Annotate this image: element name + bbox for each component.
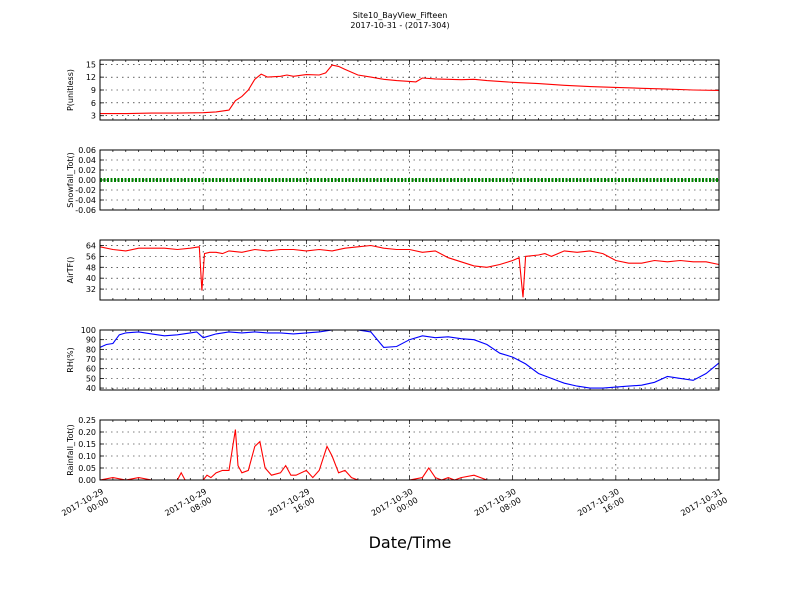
plot-frame (99, 419, 720, 481)
y-tick-label: 90 (86, 336, 96, 345)
y-tick-label: -0.02 (75, 186, 96, 195)
y-tick-label: 48 (86, 263, 96, 272)
y-tick-label: 0.06 (78, 146, 96, 155)
chart-title: Site10_BayView_Fifteen (352, 11, 448, 20)
chart-subtitle: 2017-10-31 - (2017-304) (350, 21, 450, 30)
series-line (99, 329, 720, 389)
series-line (100, 64, 720, 115)
y-tick-label: 0.15 (78, 440, 96, 449)
y-tick-label: 80 (86, 345, 96, 354)
y-tick-label: 9 (91, 86, 96, 95)
y-tick-label: 50 (86, 374, 96, 383)
y-axis-label: RH(%) (66, 347, 75, 372)
plot-frame (99, 329, 720, 391)
y-tick-label: 100 (81, 326, 96, 335)
y-tick-label: 12 (86, 73, 96, 82)
plot-frame (99, 239, 720, 301)
y-tick-label: 0.10 (78, 452, 96, 461)
y-tick-label: 0.02 (78, 166, 96, 175)
y-tick-label: 0.20 (78, 428, 96, 437)
y-axis-label: Snowfall_Tot() (66, 152, 75, 208)
y-tick-label: 0.25 (78, 416, 96, 425)
y-tick-label: 64 (86, 241, 96, 250)
y-tick-label: 0.04 (78, 156, 96, 165)
y-axis-label: P(unitless) (66, 69, 75, 111)
plot-frame (99, 59, 720, 121)
y-tick-label: 60 (86, 365, 96, 374)
y-tick-label: 0.00 (78, 176, 96, 185)
x-axis-label: Date/Time (368, 533, 452, 552)
y-tick-label: 0.05 (78, 464, 96, 473)
y-tick-label: 56 (86, 252, 96, 261)
y-axis-label: AirTF() (66, 257, 75, 284)
series-line (99, 244, 720, 298)
y-tick-label: 32 (86, 285, 96, 294)
y-tick-label: 3 (91, 112, 96, 121)
y-tick-label: 40 (86, 384, 96, 393)
y-tick-label: -0.04 (75, 196, 96, 205)
y-tick-label: 6 (91, 99, 96, 108)
y-axis-label: Rainfall_Tot() (66, 424, 75, 476)
y-tick-label: 15 (86, 60, 96, 69)
y-tick-label: 70 (86, 355, 96, 364)
plot-frame (99, 149, 720, 211)
y-tick-label: 40 (86, 274, 96, 283)
y-tick-label: 0.00 (78, 476, 96, 485)
y-tick-label: -0.06 (75, 206, 96, 215)
